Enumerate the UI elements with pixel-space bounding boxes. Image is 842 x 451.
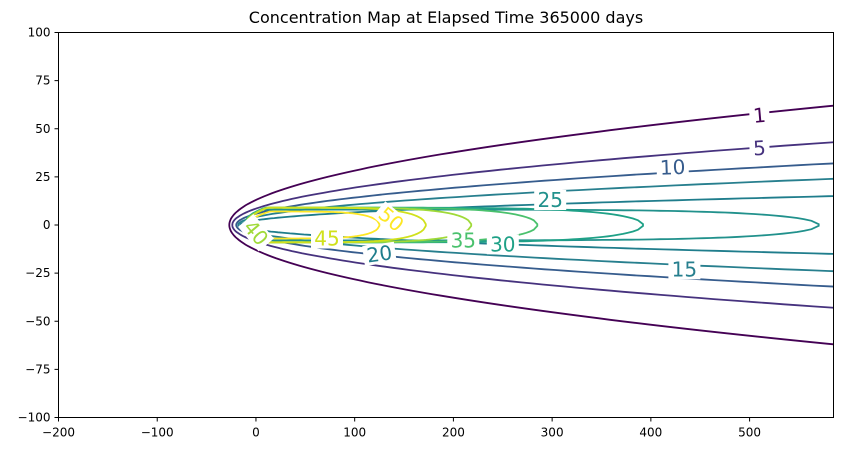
svg-text:20: 20	[365, 240, 394, 267]
y-tick-label: −100	[18, 411, 51, 425]
svg-text:45: 45	[314, 227, 339, 251]
x-tick-label: −100	[141, 426, 174, 440]
x-tick-label: 500	[738, 426, 761, 440]
y-tick-label: −50	[25, 314, 50, 328]
y-tick-label: −75	[25, 362, 50, 376]
contour-line-25	[240, 208, 820, 242]
contour-label-1: 1	[748, 103, 771, 128]
y-tick-label: 25	[35, 170, 50, 184]
contour-label-50: 50	[372, 201, 410, 238]
contour-label-20: 20	[362, 240, 397, 268]
contour-line-5	[231, 141, 834, 309]
plot-frame	[58, 32, 834, 418]
svg-text:15: 15	[672, 257, 697, 281]
contour-line-45	[245, 206, 427, 244]
svg-text:5: 5	[753, 136, 767, 161]
x-tick-label: 400	[639, 426, 662, 440]
y-tick-label: 75	[35, 74, 50, 88]
svg-text:25: 25	[537, 188, 562, 212]
y-tick-label: −25	[25, 266, 50, 280]
svg-text:10: 10	[659, 155, 685, 180]
contour-label-35: 35	[447, 228, 480, 252]
y-axis: −100 −75 −50 −25 0 25 50 75 100	[18, 26, 59, 425]
svg-text:1: 1	[752, 103, 767, 128]
x-tick-label: 200	[442, 426, 465, 440]
contour-line-15	[237, 177, 834, 273]
x-tick-label: 300	[541, 426, 564, 440]
svg-text:35: 35	[451, 228, 476, 252]
contour-line-1	[228, 104, 834, 346]
chart-title: Concentration Map at Elapsed Time 365000…	[249, 8, 643, 27]
x-tick-label: −200	[42, 426, 75, 440]
contour-label-45: 45	[311, 227, 343, 251]
x-tick-label: 0	[252, 426, 260, 440]
y-tick-label: 100	[28, 26, 51, 40]
contour-line-10	[235, 162, 834, 288]
contour-label-30: 30	[486, 232, 519, 256]
x-tick-label: 100	[343, 426, 366, 440]
contour-label-5: 5	[748, 136, 771, 161]
x-axis: −200 −100 0 100 200 300 400 500	[42, 417, 761, 440]
svg-text:30: 30	[490, 232, 515, 256]
y-tick-label: 50	[35, 122, 50, 136]
contour-label-25: 25	[534, 188, 567, 212]
contour-label-15: 15	[668, 257, 701, 281]
contour-label-10: 10	[656, 155, 689, 180]
contour-line-50	[247, 210, 381, 240]
y-tick-label: 0	[43, 218, 51, 232]
